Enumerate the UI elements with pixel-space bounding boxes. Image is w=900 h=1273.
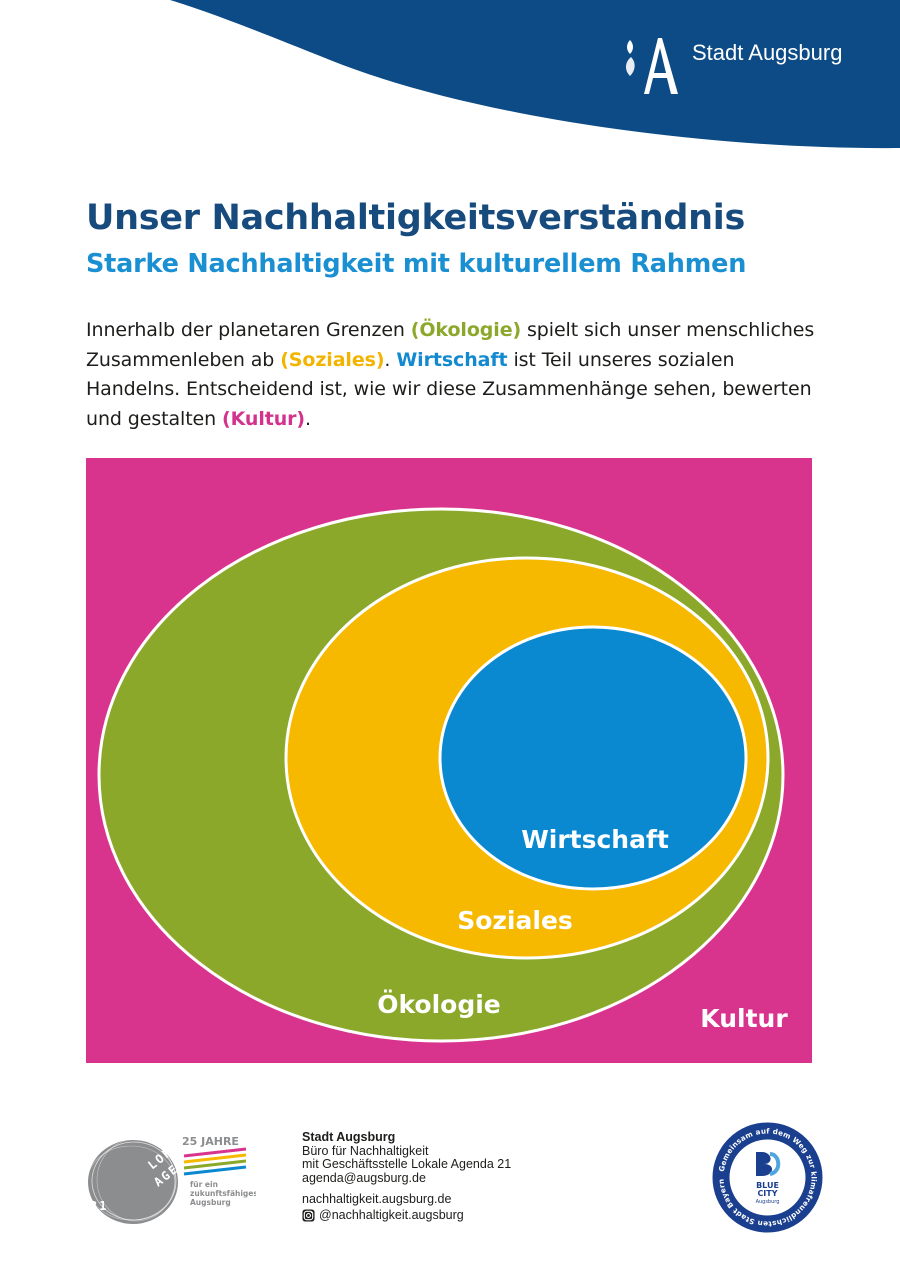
- intro-highlight-wirtschaft: Wirtschaft: [396, 348, 508, 371]
- page-title: Unser Nachhaltigkeitsverständnis: [86, 198, 745, 238]
- intro-text-2: spielt sich unser menschliches Zusammenl…: [86, 319, 815, 371]
- blue-city-line1: BLUE: [756, 1181, 779, 1190]
- blue-city-line3: Augsburg: [756, 1199, 780, 1205]
- label-wirtschaft: Wirtschaft: [521, 825, 669, 854]
- agenda-tagline-2: zukunftsfähiges: [190, 1189, 256, 1198]
- blue-city-line2: CITY: [757, 1189, 777, 1198]
- contact-email[interactable]: agenda@augsburg.de: [302, 1170, 426, 1185]
- intro-highlight-oekologie: (Ökologie): [410, 319, 522, 341]
- blue-city-b-icon: [756, 1152, 773, 1176]
- contact-website[interactable]: nachhaltigkeit.augsburg.de: [302, 1192, 452, 1206]
- contact-department: Büro für Nachhaltigkeit: [302, 1143, 429, 1158]
- agenda-years: 25 JAHRE: [182, 1135, 239, 1148]
- instagram-icon: [302, 1209, 315, 1222]
- contact-office: mit Geschäftsstelle Lokale Agenda 21: [302, 1157, 512, 1171]
- brand-name: Stadt Augsburg: [692, 40, 843, 65]
- blue-city-badge: Gemeinsam auf dem Weg zur klimafreundlic…: [710, 1120, 823, 1233]
- layer-wirtschaft: [438, 625, 748, 891]
- intro-paragraph: Innerhalb der planetaren Grenzen (Ökolog…: [86, 316, 826, 434]
- page-subtitle: Starke Nachhaltigkeit mit kulturellem Ra…: [86, 249, 747, 279]
- instagram-row[interactable]: @nachhaltigkeit.augsburg: [302, 1207, 511, 1223]
- intro-text-5: .: [305, 407, 311, 430]
- label-soziales: Soziales: [457, 906, 573, 935]
- intro-highlight-kultur: (Kultur): [222, 407, 306, 430]
- label-kultur: Kultur: [700, 1004, 788, 1033]
- contact-org: Stadt Augsburg: [302, 1130, 396, 1144]
- contact-instagram: @nachhaltigkeit.augsburg: [319, 1207, 464, 1222]
- sustainability-diagram: Wirtschaft Soziales Ökologie Kultur: [86, 458, 812, 1063]
- intro-text-1: Innerhalb der planetaren Grenzen: [86, 319, 411, 341]
- contact-block: Stadt Augsburg Büro für Nachhaltigkeit m…: [302, 1130, 512, 1223]
- intro-text-4: ist Teil unseres sozialen Handelns. Ents…: [86, 348, 812, 430]
- label-oekologie: Ökologie: [377, 989, 501, 1019]
- intro-highlight-soziales: (Soziales): [280, 348, 385, 371]
- agenda-tagline-3: Augsburg: [190, 1198, 231, 1207]
- lokale-agenda-21-logo: LOKALE AGENDA 21 25 JAHRE für ein zukunf…: [86, 1132, 256, 1224]
- brand: Stadt Augsburg: [622, 36, 842, 98]
- agenda-tagline-1: für ein: [190, 1180, 218, 1189]
- agenda-number-21: 21: [90, 1199, 108, 1213]
- augsburg-pine-cone-logo-icon: [625, 38, 678, 94]
- header-wave-banner: [170, 0, 900, 149]
- intro-text-3: .: [384, 348, 397, 371]
